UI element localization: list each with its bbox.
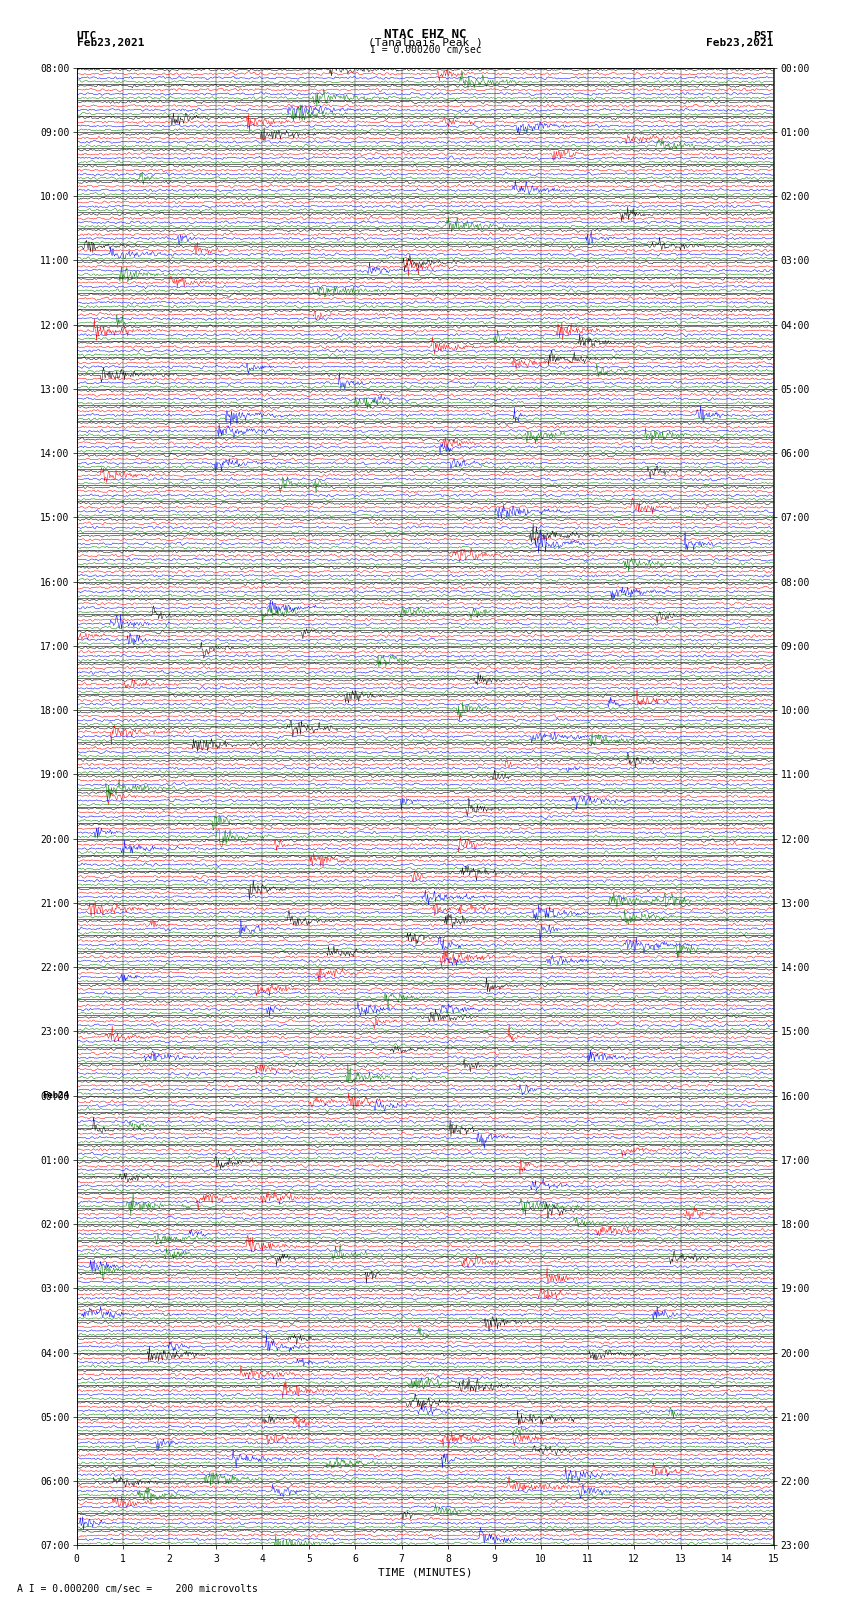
Text: Feb24: Feb24	[42, 1090, 70, 1100]
Text: (Tanalpais Peak ): (Tanalpais Peak )	[367, 39, 483, 48]
Text: NTAC EHZ NC: NTAC EHZ NC	[383, 27, 467, 40]
Text: Feb23,2021: Feb23,2021	[706, 39, 774, 48]
Text: Feb23,2021: Feb23,2021	[76, 39, 144, 48]
Text: I = 0.000200 cm/sec: I = 0.000200 cm/sec	[370, 45, 481, 55]
X-axis label: TIME (MINUTES): TIME (MINUTES)	[377, 1568, 473, 1578]
Text: A I = 0.000200 cm/sec =    200 microvolts: A I = 0.000200 cm/sec = 200 microvolts	[17, 1584, 258, 1594]
Text: UTC: UTC	[76, 31, 97, 40]
Text: PST: PST	[753, 31, 774, 40]
